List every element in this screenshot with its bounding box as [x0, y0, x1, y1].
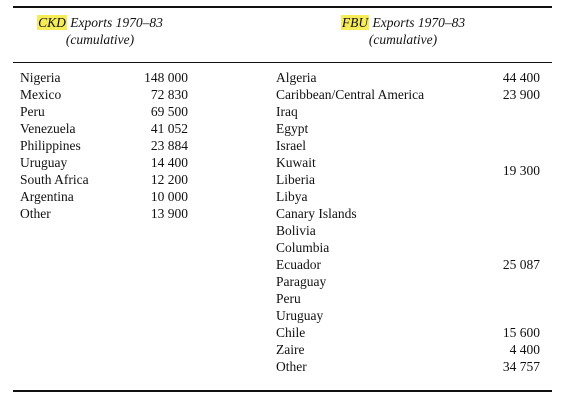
ckd-country: Nigeria — [20, 70, 61, 85]
ckd-value: 13 900 — [150, 206, 188, 221]
ckd-country: Philippines — [20, 138, 81, 153]
fbu-country: Bolivia — [276, 223, 316, 238]
fbu-header-title: FBU Exports 1970–83 — [318, 14, 488, 31]
ckd-header-text: Exports 1970–83 — [66, 15, 163, 30]
fbu-country: Chile — [276, 325, 306, 340]
ckd-value: 72 830 — [150, 87, 188, 102]
header-rule — [13, 62, 552, 63]
fbu-header: FBU Exports 1970–83 (cumulative) — [318, 14, 488, 48]
ckd-country: Argentina — [20, 189, 74, 204]
ckd-value: 69 500 — [150, 104, 188, 119]
ckd-value: 10 000 — [150, 189, 188, 204]
ckd-header: CKD Exports 1970–83 (cumulative) — [20, 14, 180, 48]
fbu-value: 25 087 — [502, 257, 540, 272]
ckd-header-title: CKD Exports 1970–83 — [20, 14, 180, 31]
fbu-header-subtitle: (cumulative) — [368, 32, 438, 47]
ckd-country: South Africa — [20, 172, 89, 187]
fbu-country: Paraguay — [276, 274, 327, 289]
fbu-value: 44 400 — [502, 70, 540, 85]
fbu-header-text: Exports 1970–83 — [369, 15, 466, 30]
fbu-country: Libya — [276, 189, 308, 204]
ckd-value: 14 400 — [150, 155, 188, 170]
ckd-header-subtitle: (cumulative) — [65, 32, 135, 47]
ckd-country: Peru — [20, 104, 45, 119]
fbu-value: 23 900 — [502, 87, 540, 102]
fbu-value: 4 400 — [509, 342, 540, 357]
ckd-value: 12 200 — [150, 172, 188, 187]
fbu-country: Ecuador — [276, 257, 321, 272]
ckd-country: Mexico — [20, 87, 62, 102]
fbu-country: Caribbean/Central America — [276, 87, 425, 102]
fbu-value: 19 300 — [502, 163, 540, 178]
top-rule — [13, 6, 552, 8]
ckd-country: Other — [20, 206, 51, 221]
fbu-country: Zaire — [276, 342, 305, 357]
ckd-value: 148 000 — [144, 70, 188, 85]
fbu-country: Algeria — [276, 70, 317, 85]
fbu-country: Other — [276, 359, 307, 374]
fbu-country: Israel — [276, 138, 306, 153]
fbu-country: Columbia — [276, 240, 330, 255]
bottom-rule — [13, 390, 552, 392]
fbu-country: Peru — [276, 291, 301, 306]
fbu-abbr-highlight: FBU — [340, 15, 370, 30]
ckd-abbr-highlight: CKD — [37, 15, 67, 30]
fbu-country: Uruguay — [276, 308, 324, 323]
fbu-value: 15 600 — [502, 325, 540, 340]
fbu-country: Kuwait — [276, 155, 316, 170]
fbu-country: Canary Islands — [276, 206, 357, 221]
fbu-country: Liberia — [276, 172, 315, 187]
ckd-country: Venezuela — [20, 121, 76, 136]
fbu-country: Iraq — [276, 104, 298, 119]
ckd-country: Uruguay — [20, 155, 68, 170]
ckd-value: 41 052 — [150, 121, 188, 136]
ckd-value: 23 884 — [150, 138, 188, 153]
fbu-value: 34 757 — [502, 359, 540, 374]
fbu-country: Egypt — [276, 121, 309, 136]
